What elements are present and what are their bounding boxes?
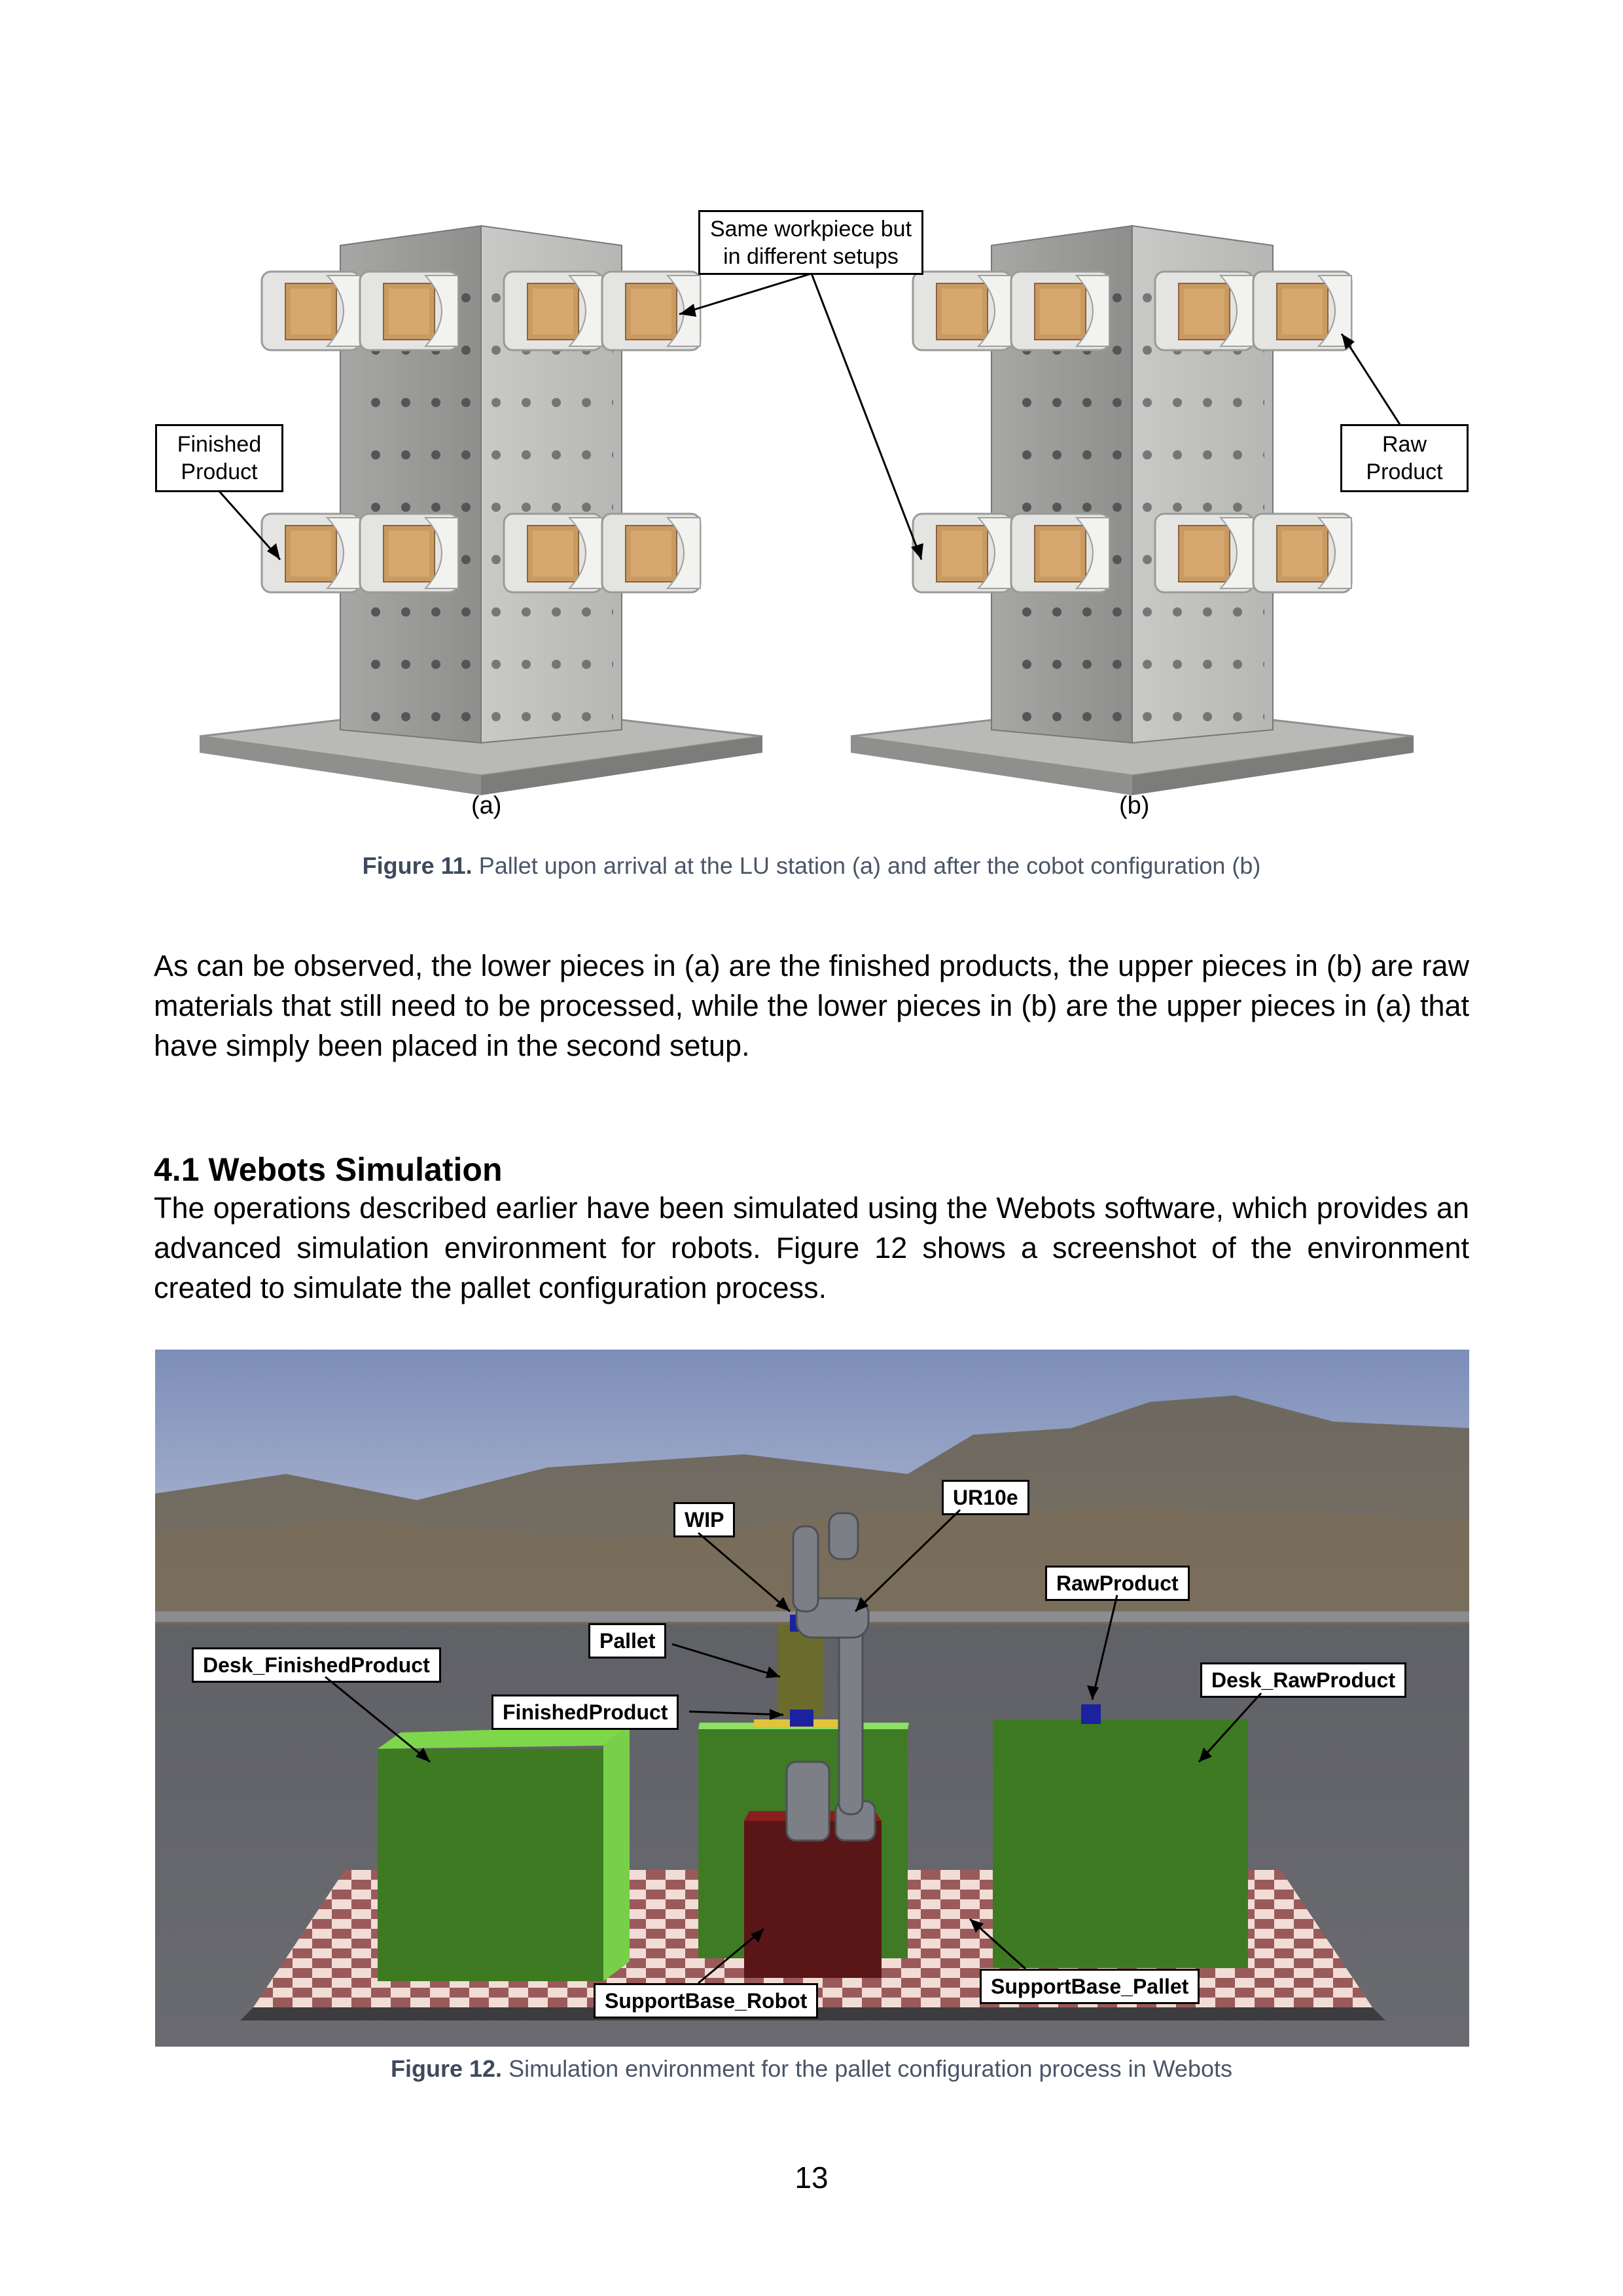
callout-line-2: Product (181, 459, 258, 484)
section-heading: 4.1 Webots Simulation (154, 1151, 503, 1188)
label-raw-product: RawProduct (1045, 1566, 1190, 1601)
caption-text: Pallet upon arrival at the LU station (a… (472, 852, 1261, 879)
sublabel-a: (a) (471, 792, 502, 819)
sublabel-b: (b) (1119, 792, 1150, 819)
figure-11-caption: Figure 11. Pallet upon arrival at the LU… (0, 852, 1623, 880)
label-ur10e: UR10e (942, 1480, 1029, 1515)
label-support-base-pallet: SupportBase_Pallet (980, 1969, 1200, 2004)
paragraph-1: As can be observed, the lower pieces in … (154, 949, 1469, 1062)
label-support-base-robot: SupportBase_Robot (594, 1983, 819, 2018)
label-desk-raw-product: Desk_RawProduct (1200, 1662, 1406, 1698)
callout-line-1: Finished (177, 432, 262, 457)
section-paragraph: The operations described earlier have be… (154, 1191, 1469, 1304)
caption-text: Simulation environment for the pallet co… (502, 2055, 1232, 2082)
figure-11-illustration (0, 0, 1623, 851)
robot-ur10e (785, 1512, 876, 1842)
pallet-tower-a (200, 226, 762, 795)
callout-line-1: Raw (1382, 432, 1427, 457)
callout-line-1: Same workpiece but (709, 216, 912, 242)
page-number: 13 (794, 2161, 829, 2195)
caption-prefix: Figure 11. (362, 852, 473, 879)
figure-12-caption: Figure 12. Simulation environment for th… (0, 2055, 1623, 2083)
callout-finished-product: Finished Product (155, 424, 283, 492)
figure-12-webots-screenshot: WIP UR10e RawProduct Pallet Desk_Finishe… (155, 1350, 1469, 2047)
figure-12-arrows (325, 1509, 1262, 1984)
caption-prefix: Figure 12. (391, 2055, 503, 2082)
label-pallet: Pallet (588, 1623, 667, 1659)
label-wip: WIP (673, 1502, 736, 1537)
label-finished-product: FinishedProduct (491, 1695, 679, 1730)
callout-line-2: Product (1366, 459, 1443, 484)
label-desk-finished-product: Desk_FinishedProduct (192, 1647, 441, 1683)
pallet-tower-b (851, 226, 1414, 795)
callout-same-workpiece: Same workpiece but in different setups (698, 210, 923, 275)
callout-raw-product: Raw Product (1340, 424, 1469, 492)
callout-line-2: in different setups (723, 243, 899, 269)
